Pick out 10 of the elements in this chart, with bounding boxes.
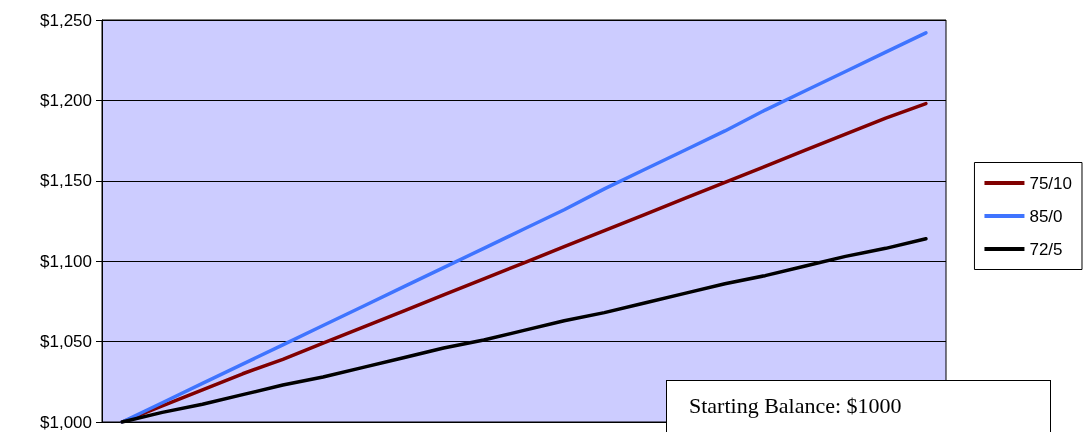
- legend-label: 85/0: [1029, 206, 1063, 226]
- y-tick-label: $1,100: [40, 251, 92, 271]
- legend-label: 75/10: [1029, 173, 1073, 193]
- y-tick-label: $1,200: [40, 90, 92, 110]
- y-tick-label: $1,000: [40, 412, 92, 432]
- legend-label: 72/5: [1029, 239, 1063, 259]
- y-tick-label: $1,050: [40, 332, 92, 352]
- y-tick-label: $1,250: [40, 10, 92, 30]
- y-tick-label: $1,150: [40, 171, 92, 191]
- note-box: Starting Balance: $1000: [666, 380, 1051, 432]
